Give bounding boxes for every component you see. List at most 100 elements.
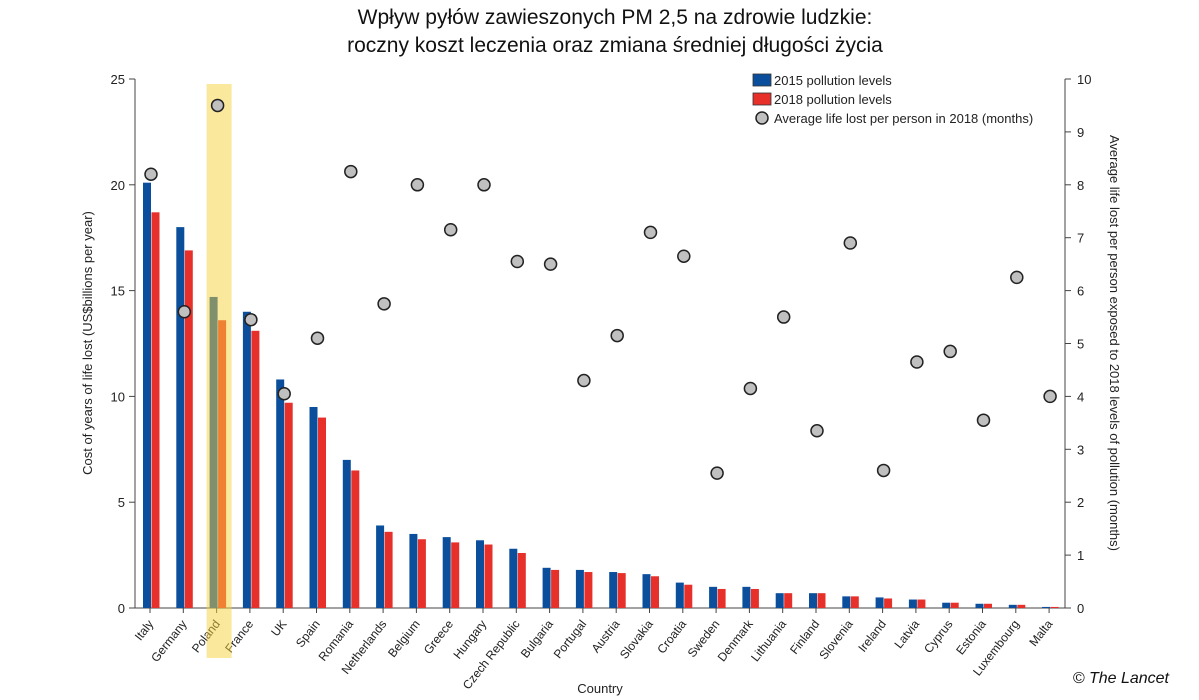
bar-2018-Spain	[318, 417, 326, 608]
bar-2015-France	[242, 311, 251, 608]
bar-2018-Malta	[1050, 606, 1059, 608]
right-tick-label: 0	[1077, 601, 1084, 616]
bar-2018-Finland	[817, 593, 826, 608]
bar-2018-Ireland	[884, 598, 893, 608]
legend-marker-life-lost	[755, 111, 769, 125]
life-lost-point-Slovakia	[643, 225, 658, 240]
bar-2018-Romania	[351, 470, 360, 608]
life-lost-point-Czech Republic	[510, 254, 525, 269]
left-tick-label: 15	[111, 284, 125, 299]
x-tick-label: UK	[268, 617, 289, 639]
highlight-band	[206, 84, 232, 658]
bar-2018-Belgium	[417, 539, 426, 608]
bar-2015-Romania	[342, 459, 351, 608]
bar-2018-France	[251, 330, 260, 608]
life-lost-point-Sweden	[710, 466, 724, 480]
bar-2015-Finland	[809, 593, 817, 608]
credit-text: © The Lancet	[1072, 670, 1169, 687]
bar-2015-Greece	[442, 537, 451, 608]
x-tick-label: Latvia	[892, 617, 923, 651]
x-axis-label: Country	[577, 681, 623, 696]
life-lost-point-Spain	[310, 331, 325, 345]
bar-2015-Denmark	[742, 586, 751, 608]
left-tick-label: 0	[118, 601, 125, 616]
life-lost-point-Germany	[177, 305, 192, 319]
life-lost-point-Hungary	[477, 178, 491, 192]
right-tick-label: 1	[1077, 548, 1084, 563]
bar-2018-Hungary	[484, 544, 493, 608]
life-lost-point-Romania	[344, 164, 358, 179]
bar-2018-Lithuania	[784, 593, 793, 608]
right-tick-label: 9	[1077, 125, 1084, 140]
x-tick-label: Malta	[1026, 617, 1055, 649]
life-lost-point-Croatia	[677, 249, 691, 263]
bar-2018-Netherlands	[384, 531, 393, 608]
bar-2018-Slovenia	[850, 596, 859, 608]
life-lost-point-Italy	[144, 167, 158, 181]
life-lost-point-Lithuania	[776, 310, 791, 324]
bar-2015-Netherlands	[376, 525, 385, 608]
right-tick-label: 5	[1077, 337, 1084, 352]
right-tick-label: 2	[1077, 495, 1084, 510]
left-tick-label: 5	[118, 495, 125, 510]
bar-2018-Portugal	[584, 572, 593, 608]
bar-2018-UK	[284, 402, 293, 608]
x-tick-label: Spain	[293, 617, 323, 650]
legend-swatch-2018	[752, 92, 772, 106]
bar-2018-Denmark	[750, 588, 759, 608]
bar-2018-Czech Republic	[517, 552, 526, 608]
left-tick-label: 25	[111, 72, 125, 87]
life-lost-point-France	[244, 312, 258, 327]
bar-2018-Luxembourg	[1017, 604, 1026, 608]
x-tick-label: Belgium	[385, 617, 423, 660]
title-line-1: Wpływ pyłów zawieszonych PM 2,5 na zdrow…	[357, 6, 873, 29]
bar-2015-Spain	[309, 406, 318, 608]
bar-2018-Cyprus	[950, 602, 959, 608]
y-axis-label: Cost of years of life lost (US$billions …	[80, 211, 95, 475]
bar-2015-Slovakia	[642, 574, 651, 608]
bar-2018-Germany	[184, 250, 193, 608]
life-lost-point-Belgium	[410, 178, 425, 192]
x-tick-label: Austria	[589, 617, 623, 655]
bar-2015-Germany	[176, 227, 185, 608]
legend-label-life-lost: Average life lost per person in 2018 (mo…	[774, 111, 1033, 126]
life-lost-point-Malta	[1043, 389, 1057, 404]
right-tick-label: 6	[1077, 284, 1084, 299]
bar-2018-Latvia	[917, 599, 926, 608]
bar-2015-UK	[276, 379, 285, 608]
bar-2015-Austria	[609, 572, 618, 608]
x-tick-label: Germany	[148, 617, 189, 665]
bar-2018-Estonia	[984, 603, 992, 608]
x-tick-label: Portugal	[551, 617, 590, 661]
life-lost-point-Portugal	[577, 373, 591, 388]
bar-2015-Czech Republic	[509, 548, 518, 608]
bar-2015-Luxembourg	[1008, 604, 1017, 608]
x-tick-label: Lithuania	[748, 617, 789, 664]
life-lost-point-Luxembourg	[1010, 270, 1024, 285]
bar-2018-Italy	[151, 212, 160, 609]
bar-2018-Slovakia	[651, 576, 659, 608]
x-tick-label: Bulgaria	[518, 617, 556, 661]
x-tick-label: Italy	[132, 617, 157, 643]
life-lost-point-Finland	[810, 424, 824, 438]
legend-label-2018: 2018 pollution levels	[774, 92, 892, 107]
x-tick-label: Slovenia	[816, 617, 856, 662]
bar-2018-Croatia	[684, 584, 693, 608]
bar-2015-Hungary	[476, 540, 484, 608]
x-tick-label: Slovakia	[617, 617, 656, 662]
life-lost-point-UK	[277, 387, 291, 401]
legend-label-2015: 2015 pollution levels	[774, 73, 892, 88]
bar-2018-Austria	[617, 573, 626, 608]
bar-2015-Latvia	[908, 599, 917, 608]
life-lost-point-Estonia	[976, 413, 991, 427]
life-lost-point-Slovenia	[843, 236, 858, 250]
bar-2015-Lithuania	[775, 593, 784, 608]
bar-2015-Ireland	[875, 597, 884, 608]
x-tick-label: Ireland	[855, 617, 889, 655]
bar-2015-Italy	[143, 182, 151, 608]
life-lost-point-Bulgaria	[543, 257, 558, 271]
bar-2018-Bulgaria	[551, 569, 560, 608]
right-tick-label: 3	[1077, 442, 1084, 457]
title-line-2: roczny koszt leczenia oraz zmiana średni…	[347, 34, 883, 57]
